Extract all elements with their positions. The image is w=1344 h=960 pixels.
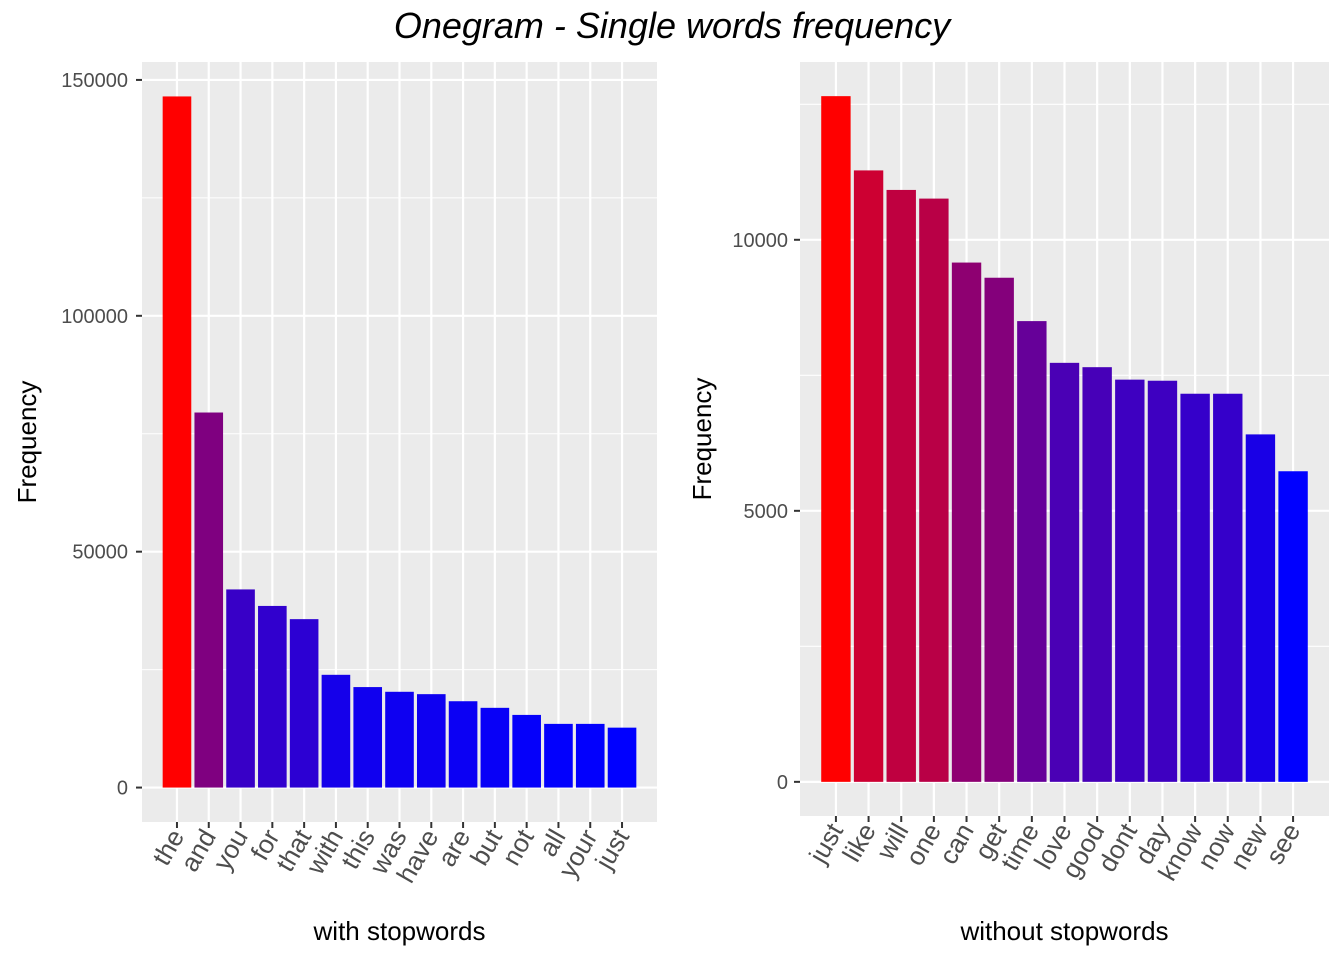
bar-have [416, 694, 446, 788]
bar-new [1245, 434, 1276, 782]
bar-know [1180, 393, 1210, 782]
bar-and [194, 412, 224, 788]
bar-not [512, 714, 541, 788]
y-tick-label: 0 [117, 778, 128, 800]
bar-can [951, 262, 982, 782]
bar-that [289, 619, 319, 788]
x-axis-label: without stopwords [959, 916, 1168, 946]
bar-now [1213, 393, 1243, 782]
bar-just [821, 96, 851, 782]
y-axis-label: Frequency [12, 381, 42, 504]
right-panel-without-stopwords: 0500010000justlikewillonecangettimeloveg… [687, 62, 1329, 946]
x-axis-label: with stopwords [313, 916, 486, 946]
bar-all [544, 723, 573, 788]
bar-for [258, 605, 287, 788]
y-tick-label: 10000 [732, 230, 788, 252]
bar-like [853, 170, 884, 782]
bar-this [353, 687, 383, 788]
y-tick-label: 0 [777, 772, 788, 794]
bar-your [575, 723, 605, 788]
y-axis-label: Frequency [687, 378, 717, 501]
bar-one [919, 198, 949, 782]
y-tick-label: 50000 [72, 542, 128, 564]
bar-good [1082, 367, 1112, 782]
y-tick-label: 100000 [61, 306, 128, 328]
left-panel-with-stopwords: 050000100000150000theandyouforthatwithth… [12, 62, 657, 946]
bar-with [321, 674, 351, 788]
bar-dont [1115, 379, 1145, 782]
bar-you [226, 589, 255, 788]
bar-get [984, 277, 1014, 782]
bar-are [448, 701, 478, 788]
bar-time [1017, 321, 1047, 782]
x-tick-label: just [589, 823, 636, 875]
bar-love [1049, 362, 1080, 782]
bar-but [480, 707, 510, 788]
bar-just [607, 727, 637, 788]
bar-was [385, 691, 414, 788]
chart-title: Onegram - Single words frequency [394, 5, 952, 46]
y-tick-label: 150000 [61, 70, 128, 92]
bar-see [1278, 471, 1308, 782]
x-tick-label: see [1259, 818, 1306, 869]
bar-the [162, 96, 192, 788]
y-tick-label: 5000 [744, 501, 789, 523]
bar-will [886, 189, 916, 782]
bar-day [1147, 380, 1178, 782]
